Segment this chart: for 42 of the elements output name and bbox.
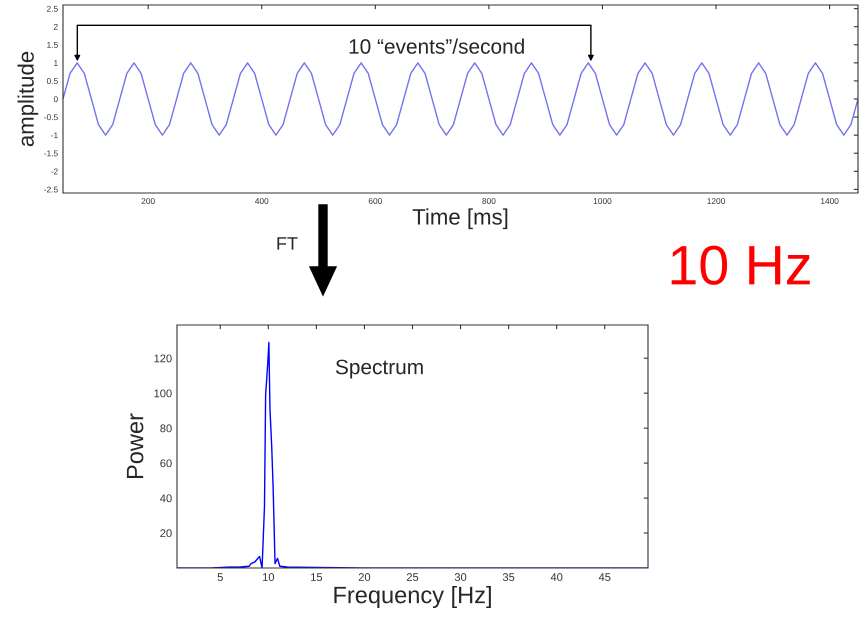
y-axis-title: Power xyxy=(126,413,144,478)
y-tick-label: -2.5 xyxy=(44,186,58,192)
y-tick-label: -0.5 xyxy=(44,114,58,120)
x-tick-label: 1000 xyxy=(594,198,612,204)
y-tick-label: 40 xyxy=(160,494,172,502)
x-tick-label: 20 xyxy=(358,573,370,582)
y-tick-label: 0 xyxy=(54,96,58,102)
annotation: 10 “events”/second xyxy=(350,38,524,54)
y-tick-label: 80 xyxy=(160,424,172,432)
x-tick-label: 400 xyxy=(254,198,268,204)
line-series xyxy=(63,62,858,136)
y-tick-label: 60 xyxy=(160,459,172,468)
x-tick-label: 45 xyxy=(598,573,610,582)
x-tick-label: 15 xyxy=(311,573,322,582)
y-tick-label: 120 xyxy=(154,354,172,362)
text: 10 Hz xyxy=(672,246,810,285)
text: FT xyxy=(277,237,298,250)
y-tick-label: 2 xyxy=(54,24,58,30)
y-tick-label: -1 xyxy=(51,132,58,138)
y-tick-label: 2.5 xyxy=(46,6,58,12)
x-tick-label: 40 xyxy=(550,573,562,582)
y-tick-label: -1.5 xyxy=(44,150,58,156)
y-tick-label: 100 xyxy=(154,389,172,398)
y-axis-title: amplitude xyxy=(18,52,38,146)
y-tick-label: 0.5 xyxy=(46,78,58,84)
x-tick-label: 200 xyxy=(142,198,155,204)
x-tick-label: 5 xyxy=(218,573,223,582)
x-tick-label: 25 xyxy=(406,573,418,582)
x-tick-label: 1400 xyxy=(820,198,839,204)
x-tick-label: 1200 xyxy=(707,198,725,204)
y-tick-label: 1 xyxy=(54,60,58,66)
x-tick-label: 600 xyxy=(368,198,382,204)
y-tick-label: 1.5 xyxy=(47,42,58,48)
x-tick-label: 35 xyxy=(502,573,514,582)
x-tick-label: 10 xyxy=(262,573,274,582)
x-axis-title: Time [ms] xyxy=(412,208,508,230)
x-axis-title: Frequency [Hz] xyxy=(334,586,491,608)
y-tick-label: 20 xyxy=(160,529,172,538)
x-tick-label: 800 xyxy=(482,198,496,204)
x-tick-label: 30 xyxy=(454,573,466,582)
y-tick-label: -2 xyxy=(51,168,58,174)
annotation: Spectrum xyxy=(336,360,423,378)
